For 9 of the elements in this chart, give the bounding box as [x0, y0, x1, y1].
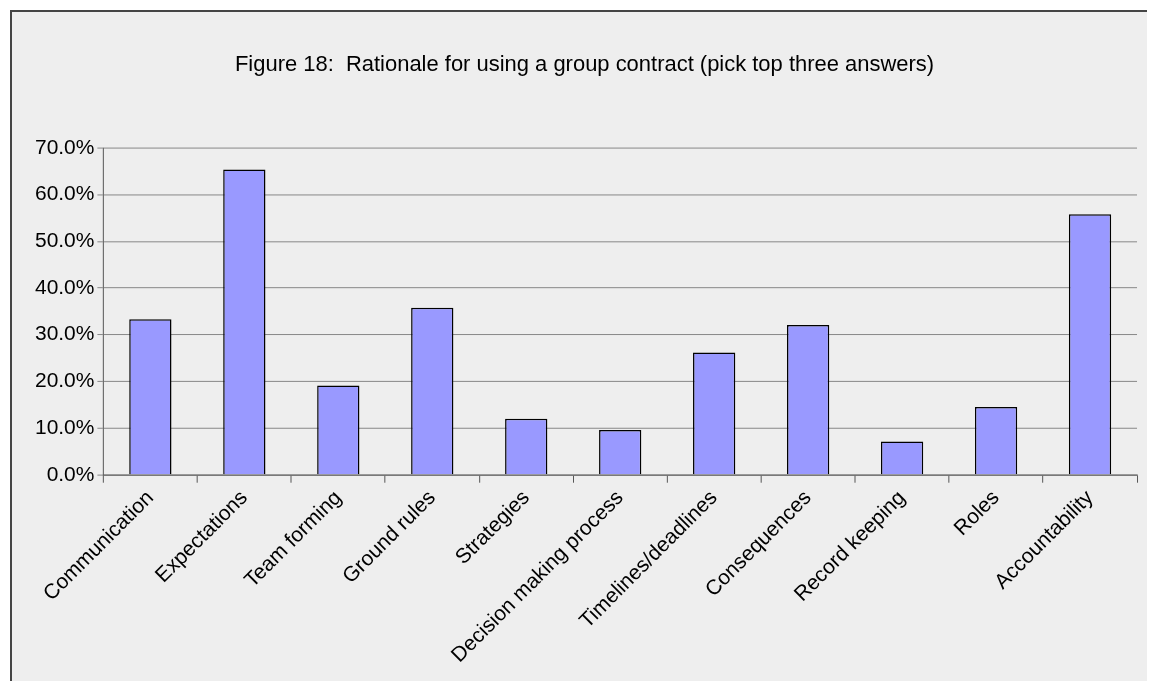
y-tick-label: 20.0%	[34, 368, 95, 392]
y-tick-label: 70.0%	[34, 134, 95, 158]
y-tick-label: 10.0%	[34, 414, 95, 438]
y-tick-label: 40.0%	[34, 274, 95, 298]
y-tick-label: 30.0%	[34, 321, 95, 345]
y-tick-label: 0.0%	[46, 461, 95, 485]
y-tick-label: 50.0%	[34, 228, 95, 252]
chart-title: Figure 18: Rationale for using a group contract (pick top three answers)	[234, 51, 935, 77]
y-tick-label: 60.0%	[34, 181, 95, 205]
